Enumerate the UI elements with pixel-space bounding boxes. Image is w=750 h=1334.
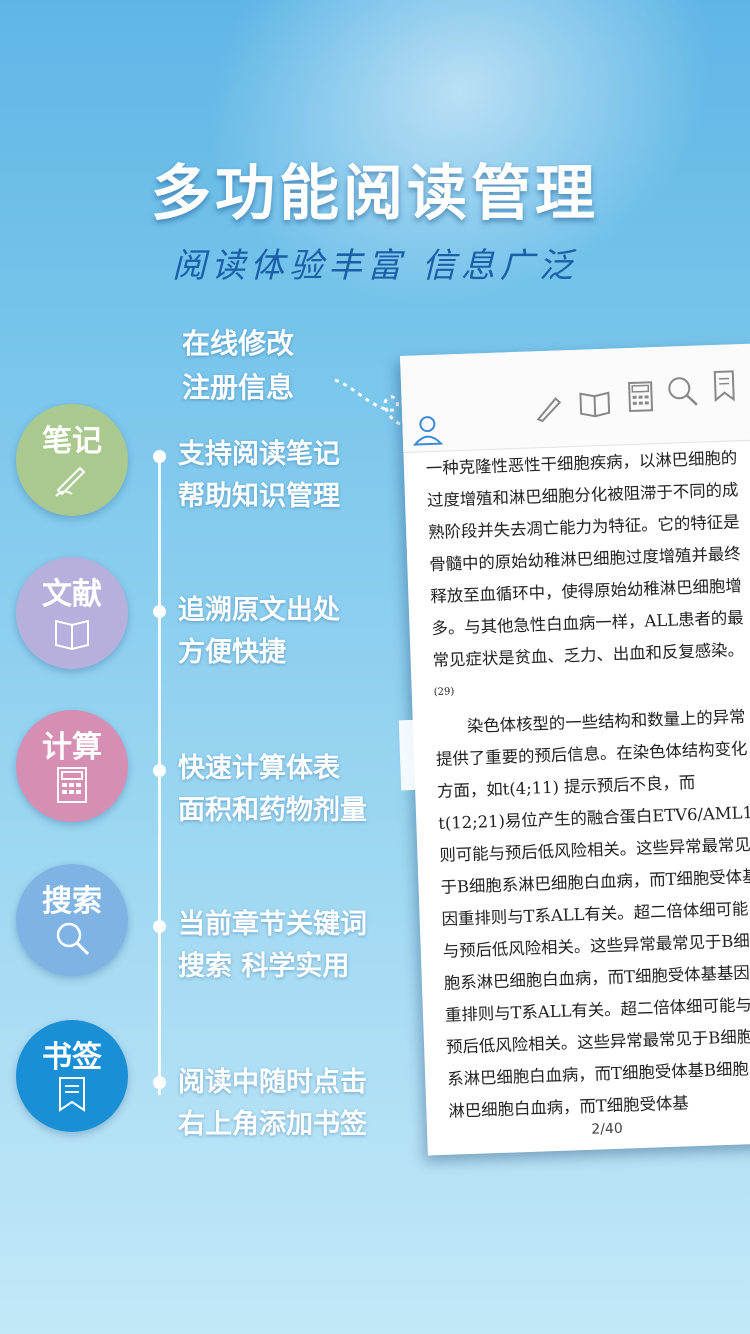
timeline-dot (153, 450, 166, 463)
feature-bookmark-line2: 右上角添加书签 (178, 1109, 367, 1140)
feature-references-line2: 方便快捷 (178, 637, 286, 668)
top-note-line2: 注册信息 (182, 371, 295, 404)
book-icon[interactable] (577, 385, 612, 420)
feature-calculate-line1: 快速计算体表 (178, 753, 340, 784)
reader-paragraph-1: 一种克隆性恶性干细胞疾病，以淋巴细胞的过度增殖和淋巴细胞分化被阻滞于不同的成熟阶… (425, 442, 750, 713)
timeline-dot (153, 920, 166, 933)
notes-badge-label: 笔记 (42, 424, 102, 459)
reader-text: 一种克隆性恶性干细胞疾病，以淋巴细胞的过度增殖和淋巴细胞分化被阻滞于不同的成熟阶… (425, 442, 750, 1128)
top-note-line1: 在线修改 (182, 327, 295, 360)
calculate-badge-label: 计算 (42, 730, 102, 765)
timeline-dot (153, 605, 166, 618)
calculate-badge[interactable]: 计算 (16, 710, 128, 822)
calculator-icon[interactable] (623, 379, 658, 414)
search-badge-label: 搜索 (42, 884, 102, 919)
feature-search-line1: 当前章节关键词 (178, 909, 367, 940)
bookmark-badge-label: 书签 (42, 1040, 102, 1075)
feature-calculate-line2: 面积和药物剂量 (178, 795, 367, 826)
pen-icon[interactable] (531, 390, 566, 425)
search-icon (56, 922, 90, 956)
references-badge-label: 文献 (42, 577, 102, 612)
feature-notes-line2: 帮助知识管理 (178, 481, 340, 512)
feature-calculate[interactable]: 计算 快速计算体表 面积和药物剂量 (0, 708, 420, 828)
reader-preview: 一种克隆性恶性干细胞疾病，以淋巴细胞的过度增殖和淋巴细胞分化被阻滞于不同的成熟阶… (400, 343, 750, 1156)
search-icon[interactable] (665, 374, 700, 409)
feature-notes-line1: 支持阅读笔记 (178, 439, 340, 470)
user-icon[interactable] (410, 412, 445, 447)
feature-notes-text: 支持阅读笔记 帮助知识管理 (178, 434, 340, 518)
feature-references[interactable]: 文献 追溯原文出处 方便快捷 (0, 553, 420, 673)
dashed-connector-icon (334, 378, 401, 426)
feature-references-line1: 追溯原文出处 (178, 595, 340, 626)
timeline-dot (153, 1076, 166, 1089)
page-subtitle: 阅读体验丰富 信息广泛 (172, 246, 578, 286)
feature-bookmark[interactable]: 书签 阅读中随时点击 右上角添加书签 (0, 1016, 420, 1140)
references-badge[interactable]: 文献 (16, 557, 128, 669)
notes-badge[interactable]: 笔记 (16, 404, 128, 516)
reader-paragraph-2: 染色体核型的一些结构和数量上的异常提供了重要的预后信息。在染色体结构变化方面，如… (435, 707, 750, 1122)
feature-search-line2: 搜索 科学实用 (178, 951, 350, 982)
page-title: 多功能阅读管理 (151, 159, 599, 229)
search-badge[interactable]: 搜索 (16, 864, 128, 976)
pen-icon (55, 466, 86, 497)
bookmark-badge[interactable]: 书签 (16, 1020, 128, 1132)
feature-notes[interactable]: 笔记 支持阅读笔记 帮助知识管理 (0, 400, 420, 520)
top-note: 在线修改 注册信息 (182, 322, 402, 410)
reader-toolbar (400, 343, 750, 453)
reader-side-handle[interactable] (398, 719, 422, 791)
book-icon (55, 619, 89, 651)
reader-citation: (29) (433, 686, 455, 699)
feature-references-text: 追溯原文出处 方便快捷 (178, 590, 340, 674)
feature-search[interactable]: 搜索 当前章节关键词 搜索 科学实用 (0, 862, 420, 982)
bookmark-icon (59, 1077, 85, 1112)
calculator-icon (57, 767, 87, 803)
bookmark-icon[interactable] (707, 368, 742, 403)
feature-bookmark-line1: 阅读中随时点击 (178, 1067, 367, 1098)
feature-search-text: 当前章节关键词 搜索 科学实用 (178, 904, 367, 988)
feature-calculate-text: 快速计算体表 面积和药物剂量 (178, 748, 367, 832)
reader-paragraph-1-text: 一种克隆性恶性干细胞疾病，以淋巴细胞的过度增殖和淋巴细胞分化被阻滞于不同的成熟阶… (425, 448, 745, 671)
timeline-dot (153, 764, 166, 777)
feature-bookmark-text: 阅读中随时点击 右上角添加书签 (178, 1062, 367, 1146)
